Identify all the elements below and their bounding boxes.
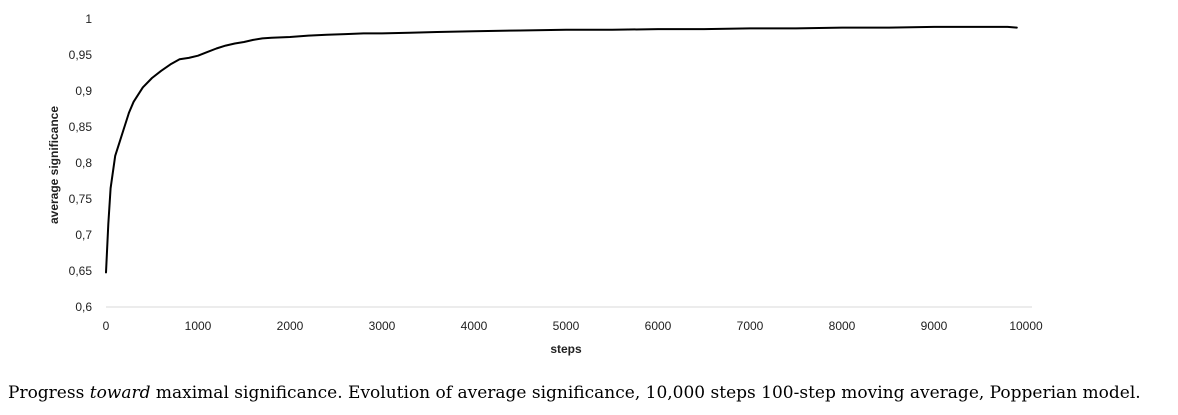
x-tick-label: 7000 <box>737 319 764 333</box>
y-axis-label: average significance <box>47 106 61 224</box>
x-axis-ticks: 0 1000 2000 3000 4000 5000 6000 7000 8000 9000 100… <box>103 319 1043 333</box>
x-tick-label: 1000 <box>185 319 212 333</box>
y-tick-label: 0,8 <box>75 156 92 170</box>
x-tick-label: 3000 <box>369 319 396 333</box>
x-tick-label: 8000 <box>829 319 856 333</box>
figure-caption: Progress toward maximal significance. Ev… <box>8 383 1173 403</box>
caption-text-end: maximal significance. Evolution of avera… <box>150 383 1141 403</box>
x-tick-label: 6000 <box>645 319 672 333</box>
x-tick-label: 4000 <box>461 319 488 333</box>
y-axis-ticks: 0,6 0,65 0,7 0,75 0,8 0,85 0,9 0,95 1 <box>69 12 93 314</box>
x-axis-label: steps <box>550 342 582 356</box>
caption-emphasis: toward <box>89 383 151 403</box>
caption-text-start: Progress <box>8 383 90 403</box>
x-tick-label: 5000 <box>553 319 580 333</box>
y-tick-label: 0,95 <box>69 48 93 62</box>
y-tick-label: 0,75 <box>69 192 93 206</box>
y-tick-label: 1 <box>85 12 92 26</box>
line-chart: 0,6 0,65 0,7 0,75 0,8 0,85 0,9 0,95 1 0 1000 2000 3… <box>47 12 1043 356</box>
x-tick-label: 9000 <box>921 319 948 333</box>
y-tick-label: 0,65 <box>69 264 93 278</box>
y-tick-label: 0,7 <box>75 228 92 242</box>
y-tick-label: 0,9 <box>75 84 92 98</box>
series-line <box>105 25 1018 274</box>
x-tick-label: 10000 <box>1009 319 1043 333</box>
y-tick-label: 0,85 <box>69 120 93 134</box>
y-tick-label: 0,6 <box>75 300 92 314</box>
x-tick-label: 2000 <box>277 319 304 333</box>
x-tick-label: 0 <box>103 319 110 333</box>
